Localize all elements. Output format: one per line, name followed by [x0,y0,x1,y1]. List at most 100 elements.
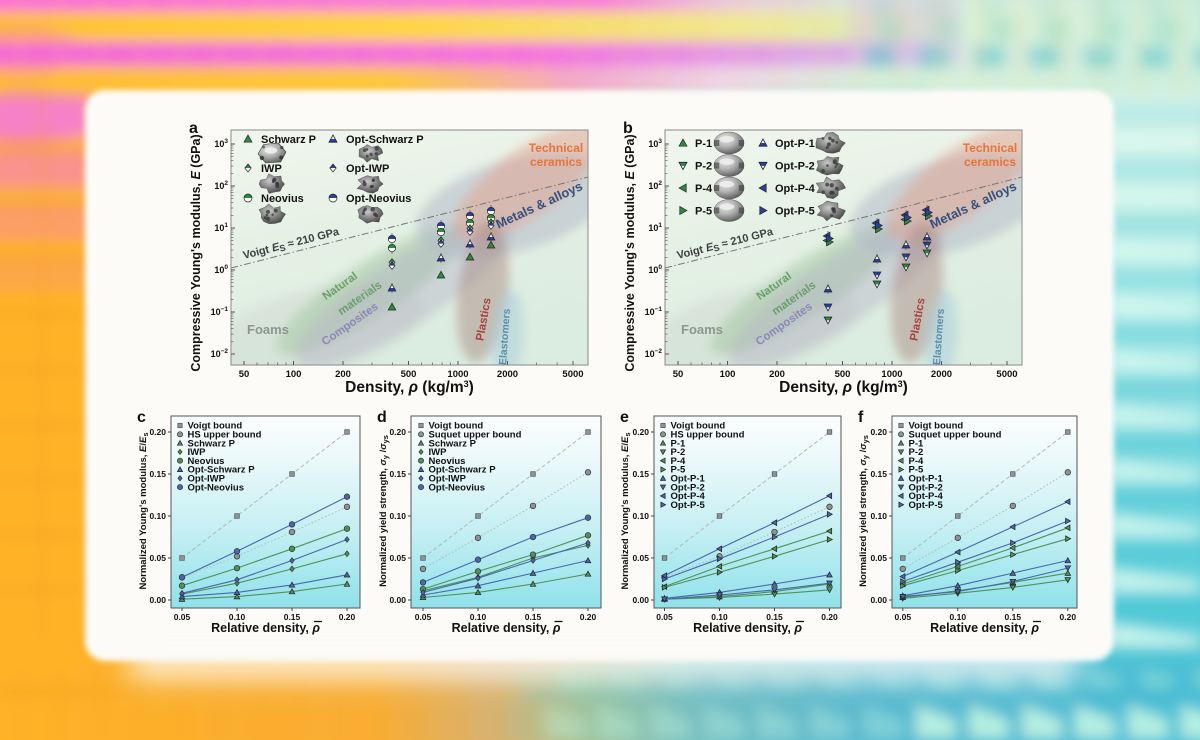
svg-text:Technical: Technical [529,141,583,155]
svg-text:500: 500 [401,369,417,380]
svg-text:P-5: P-5 [909,465,925,476]
svg-text:HS upper bound: HS upper bound [188,430,262,441]
svg-text:Suquet upper bound: Suquet upper bound [909,430,1002,441]
svg-text:Opt-P-5: Opt-P-5 [775,206,815,218]
svg-text:0.10: 0.10 [389,511,406,521]
svg-text:P-5: P-5 [671,465,687,476]
svg-text:Opt-Schwarz P: Opt-Schwarz P [429,465,497,476]
svg-text:0.10: 0.10 [950,612,967,622]
svg-text:103: 103 [648,138,662,149]
svg-text:d: d [377,409,387,426]
svg-text:0.15: 0.15 [389,469,406,479]
svg-text:Opt-P-2: Opt-P-2 [671,482,705,493]
svg-text:Neovius: Neovius [429,456,466,467]
svg-text:Relative density, ρ: Relative density, ρ [452,621,561,635]
svg-text:b: b [623,120,633,137]
svg-text:0.20: 0.20 [149,427,166,437]
svg-text:Voigt bound: Voigt bound [671,421,726,432]
svg-text:Density, ρ (kg/m3): Density, ρ (kg/m3) [779,379,908,396]
svg-text:Opt-P-1: Opt-P-1 [909,474,944,485]
svg-text:101: 101 [648,222,662,233]
svg-text:100: 100 [286,369,302,380]
svg-text:10−1: 10−1 [211,306,229,317]
svg-text:5000: 5000 [996,369,1017,380]
svg-text:Technical: Technical [963,141,1017,155]
svg-text:e: e [620,409,629,426]
svg-text:Schwarz P: Schwarz P [261,134,316,146]
svg-text:Normalized yield strength, σy: Normalized yield strength, σy /σys [858,435,870,587]
svg-text:0.00: 0.00 [149,595,166,605]
svg-text:IWP: IWP [188,447,207,458]
svg-text:c: c [137,409,146,426]
svg-text:2000: 2000 [931,369,952,380]
svg-text:Relative density, ρ: Relative density, ρ [211,621,320,635]
svg-text:Opt-P-2: Opt-P-2 [909,482,943,493]
svg-text:Voigt bound: Voigt bound [429,421,484,432]
svg-text:ceramics: ceramics [964,155,1016,169]
svg-text:0.15: 0.15 [149,469,166,479]
svg-text:P-5: P-5 [695,206,712,218]
svg-text:0.20: 0.20 [580,612,597,622]
svg-text:Opt-P-4: Opt-P-4 [671,491,706,502]
svg-text:0.10: 0.10 [632,511,649,521]
svg-text:Normalized Young's modulus, E/: Normalized Young's modulus, E/Es [138,432,150,589]
svg-text:0.15: 0.15 [284,612,301,622]
svg-text:Opt-Schwarz P: Opt-Schwarz P [188,465,256,476]
svg-text:0.10: 0.10 [711,612,728,622]
svg-text:Normalized yield strength, σy: Normalized yield strength, σy /σys [378,435,390,587]
svg-text:Schwarz P: Schwarz P [188,438,236,449]
svg-text:Foams: Foams [247,322,289,337]
svg-text:50: 50 [239,369,250,380]
svg-text:0.20: 0.20 [870,427,887,437]
svg-text:P-2: P-2 [909,447,924,458]
svg-text:Opt-P-1: Opt-P-1 [671,474,706,485]
svg-text:0.15: 0.15 [632,469,649,479]
svg-text:100: 100 [648,264,662,275]
svg-text:10−2: 10−2 [645,348,663,359]
svg-text:1000: 1000 [881,369,902,380]
svg-text:10−1: 10−1 [645,306,663,317]
svg-text:Elastomers: Elastomers [497,308,513,365]
svg-text:Opt-IWP: Opt-IWP [429,474,467,485]
svg-text:0.05: 0.05 [149,553,166,563]
svg-text:0.15: 0.15 [525,612,542,622]
svg-text:Neovius: Neovius [261,193,304,205]
svg-text:0.10: 0.10 [149,511,166,521]
svg-text:P-2: P-2 [671,447,686,458]
svg-text:P-4: P-4 [695,183,713,195]
svg-text:Opt-P-2: Opt-P-2 [775,161,815,173]
svg-text:Density, ρ (kg/m3): Density, ρ (kg/m3) [345,379,474,396]
svg-text:Opt-P-4: Opt-P-4 [909,491,944,502]
svg-text:Opt-P-5: Opt-P-5 [909,500,944,511]
svg-text:0.20: 0.20 [1060,612,1077,622]
svg-text:0.10: 0.10 [870,511,887,521]
svg-text:0.15: 0.15 [1005,612,1022,622]
svg-text:2000: 2000 [497,369,518,380]
svg-text:0.05: 0.05 [656,612,673,622]
svg-text:0.00: 0.00 [632,595,649,605]
svg-text:P-1: P-1 [909,438,925,449]
svg-text:0.00: 0.00 [870,595,887,605]
svg-text:0.05: 0.05 [415,612,432,622]
svg-text:IWP: IWP [429,447,448,458]
svg-text:Opt-P-4: Opt-P-4 [775,183,816,195]
svg-text:Relative density, ρ: Relative density, ρ [930,621,1039,635]
svg-text:Opt-IWP: Opt-IWP [188,474,226,485]
svg-text:500: 500 [835,369,851,380]
svg-text:0.10: 0.10 [229,612,246,622]
svg-text:0.05: 0.05 [870,553,887,563]
svg-text:P-1: P-1 [671,438,687,449]
svg-text:0.05: 0.05 [174,612,191,622]
svg-text:Foams: Foams [681,322,723,337]
svg-text:0.05: 0.05 [389,553,406,563]
svg-text:P-2: P-2 [695,161,712,173]
svg-text:102: 102 [214,180,228,191]
svg-text:0.20: 0.20 [339,612,356,622]
svg-text:10−2: 10−2 [211,348,229,359]
svg-text:P-4: P-4 [671,456,687,467]
svg-text:Suquet upper bound: Suquet upper bound [429,430,522,441]
svg-text:Opt-Neovius: Opt-Neovius [346,193,411,205]
svg-text:Elastomers: Elastomers [931,308,947,365]
svg-text:Relative density, ρ: Relative density, ρ [693,621,802,635]
svg-text:Opt-P-1: Opt-P-1 [775,138,815,150]
